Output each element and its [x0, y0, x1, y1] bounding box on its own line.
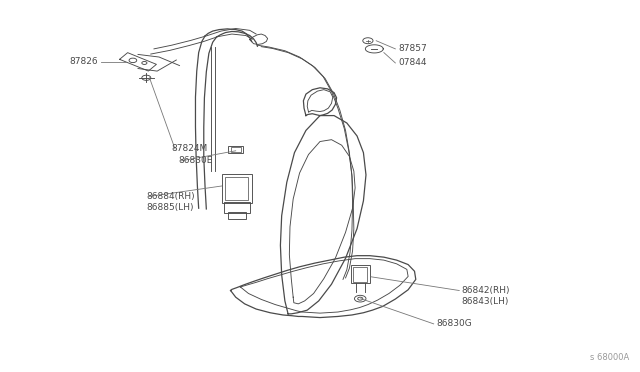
- Text: 86830G: 86830G: [436, 320, 472, 328]
- Text: 86843(LH): 86843(LH): [462, 297, 509, 306]
- Text: 86885(LH): 86885(LH): [147, 203, 194, 212]
- Bar: [353, 267, 367, 282]
- Text: 07844: 07844: [398, 58, 426, 67]
- Text: 86830E: 86830E: [178, 156, 212, 165]
- Bar: [225, 177, 248, 200]
- Text: 87826: 87826: [69, 57, 98, 66]
- Bar: [228, 146, 243, 153]
- Text: 87824M: 87824M: [172, 144, 208, 153]
- Text: 86884(RH): 86884(RH): [147, 192, 195, 201]
- Text: 87857: 87857: [398, 44, 427, 53]
- Text: 86842(RH): 86842(RH): [462, 286, 510, 295]
- Bar: [224, 202, 250, 213]
- Bar: [230, 147, 241, 152]
- Bar: [351, 265, 370, 283]
- Bar: [221, 174, 252, 203]
- Text: s 68000A: s 68000A: [591, 353, 630, 362]
- Bar: [228, 212, 246, 219]
